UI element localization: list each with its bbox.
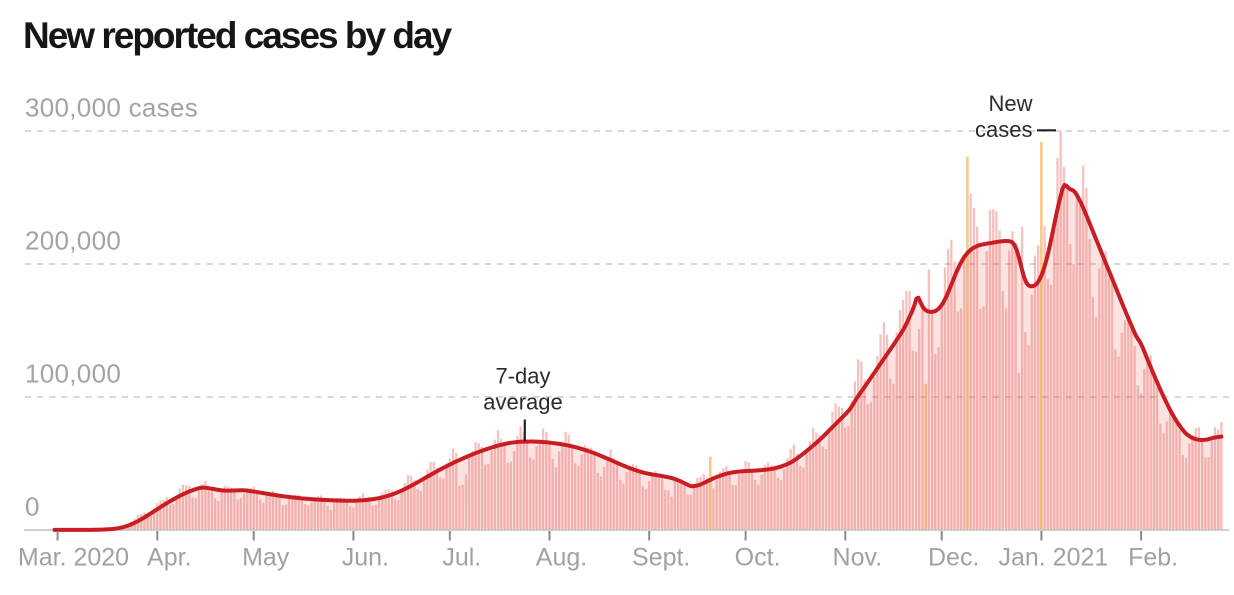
svg-text:Dec.: Dec. <box>928 544 979 572</box>
svg-text:Oct.: Oct. <box>735 544 781 572</box>
svg-text:Aug.: Aug. <box>536 544 587 572</box>
svg-text:0: 0 <box>25 492 40 522</box>
svg-text:Mar. 2020: Mar. 2020 <box>18 544 129 572</box>
svg-text:May: May <box>242 544 290 572</box>
svg-text:Sept.: Sept. <box>632 544 690 572</box>
svg-text:Apr.: Apr. <box>147 544 191 572</box>
svg-text:Jul.: Jul. <box>442 544 481 572</box>
svg-text:7-day: 7-day <box>495 364 550 389</box>
svg-text:average: average <box>483 390 563 415</box>
svg-text:Jun.: Jun. <box>342 544 389 572</box>
svg-text:Jan. 2021: Jan. 2021 <box>998 544 1108 572</box>
svg-text:cases: cases <box>975 117 1032 142</box>
svg-text:Feb.: Feb. <box>1128 544 1178 572</box>
svg-text:New reported cases by day: New reported cases by day <box>23 15 453 56</box>
svg-text:300,000 cases: 300,000 cases <box>25 93 198 123</box>
svg-text:Nov.: Nov. <box>833 544 883 572</box>
svg-text:200,000: 200,000 <box>25 226 121 256</box>
svg-text:New: New <box>988 91 1032 116</box>
svg-text:100,000: 100,000 <box>25 359 121 389</box>
